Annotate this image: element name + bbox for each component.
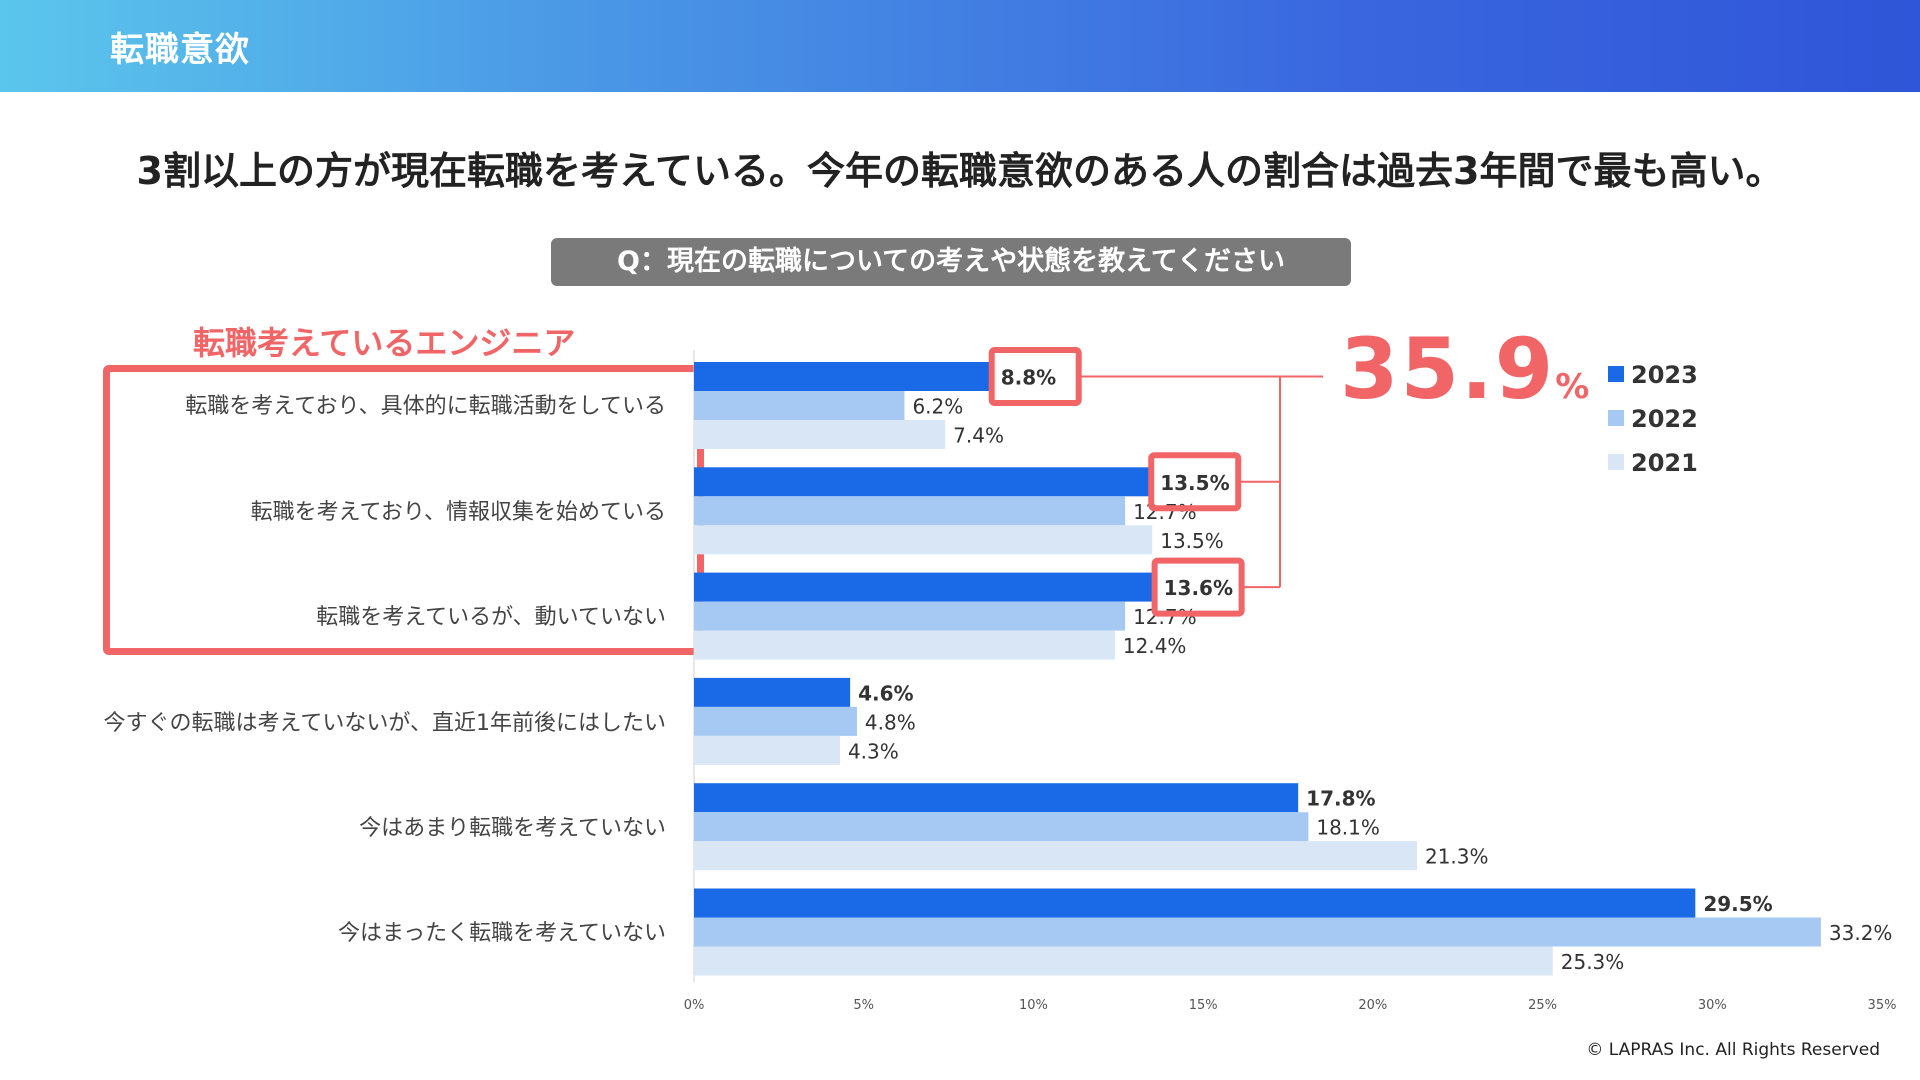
legend-swatch-2021 [1608, 454, 1624, 470]
bar-2022 [694, 496, 1126, 526]
data-label-2021: 12.4% [1123, 634, 1187, 658]
bar-2023 [694, 467, 1153, 497]
bar-2021 [694, 841, 1417, 871]
bar-2022 [694, 917, 1821, 947]
total-percentage: 35.9% [1340, 327, 1589, 411]
data-label-2022: 12.7% [1133, 605, 1197, 629]
bar-2021 [694, 630, 1115, 660]
bar-2021 [694, 946, 1553, 976]
engineer-group-label: 転職考えているエンジニア [193, 324, 576, 362]
x-tick-label: 25% [1528, 998, 1557, 1013]
headline: 3割以上の方が現在転職を考えている。今年の転職意欲のある人の割合は過去3年間で最… [136, 149, 1784, 193]
x-tick-label: 0% [684, 998, 705, 1013]
data-label-2021: 25.3% [1561, 950, 1625, 974]
data-label-2022: 33.2% [1829, 921, 1893, 945]
category-label-considering-not-moving: 転職を考えているが、動いていない [316, 605, 666, 630]
x-tick-label: 10% [1019, 998, 1048, 1013]
legend-swatch-2023 [1608, 366, 1624, 382]
category-label-not-really-considering: 今はあまり転職を考えていない [359, 816, 666, 841]
total-value: 35.9 [1340, 320, 1556, 418]
data-label-2023: 8.8% [1001, 366, 1056, 390]
data-label-2023: 29.5% [1703, 892, 1772, 916]
category-label-active-job-hunting: 転職を考えており、具体的に転職活動をしている [185, 394, 666, 419]
header-bar: 転職意欲 [0, 0, 1920, 92]
copyright: © LAPRAS Inc. All Rights Reserved [1586, 1040, 1880, 1060]
bar-2022 [694, 391, 905, 420]
legend-item-2022: 2022 [1608, 405, 1698, 433]
legend-label-2023: 2023 [1631, 361, 1698, 389]
data-label-2022: 18.1% [1316, 816, 1380, 840]
category-label-gathering-info: 転職を考えており、情報収集を始めている [250, 500, 666, 525]
data-label-2023: 13.6% [1164, 576, 1233, 600]
data-label-2022: 4.8% [865, 710, 916, 734]
legend-swatch-2022 [1608, 410, 1624, 426]
data-label-2021: 13.5% [1160, 529, 1224, 553]
data-label-2022: 12.7% [1133, 500, 1197, 524]
x-tick-label: 5% [853, 998, 874, 1013]
bar-2022 [694, 812, 1309, 842]
legend-label-2021: 2021 [1631, 449, 1698, 477]
data-label-2021: 4.3% [848, 739, 899, 763]
data-label-2023: 13.5% [1160, 471, 1229, 495]
bar-2021 [694, 420, 946, 449]
category-label-not-considering-at-all: 今はまったく転職を考えていない [337, 921, 666, 946]
x-tick-label: 20% [1358, 998, 1387, 1013]
category-label-within-one-year: 今すぐの転職は考えていないが、直近1年前後にはしたい [103, 711, 666, 736]
bar-2023 [694, 888, 1696, 918]
data-label-2021: 21.3% [1425, 845, 1489, 869]
legend-item-2021: 2021 [1608, 449, 1698, 477]
bar-2023 [694, 572, 1156, 602]
total-unit: % [1555, 367, 1590, 407]
data-label-2022: 6.2% [912, 395, 963, 419]
data-label-2023: 4.6% [858, 681, 913, 705]
bar-2021 [694, 525, 1153, 555]
x-tick-label: 30% [1698, 998, 1727, 1013]
header-title: 転職意欲 [110, 30, 250, 70]
data-label-2023: 17.8% [1306, 787, 1375, 811]
x-tick-label: 15% [1189, 998, 1218, 1013]
bar-2023 [694, 783, 1299, 813]
legend-label-2022: 2022 [1631, 405, 1698, 433]
data-label-2021: 7.4% [953, 424, 1004, 448]
legend-item-2023: 2023 [1608, 361, 1698, 389]
question-box: Q：現在の転職についての考えや状態を教えてください [551, 238, 1351, 286]
bar-2022 [694, 601, 1126, 631]
bar-2022 [694, 706, 857, 736]
bar-2023 [694, 677, 851, 707]
x-tick-label: 35% [1868, 998, 1897, 1013]
bar-2021 [694, 735, 840, 765]
bar-2023 [694, 362, 993, 391]
